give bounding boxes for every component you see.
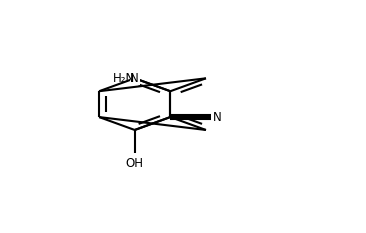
Text: N: N	[213, 111, 222, 123]
Text: N: N	[130, 72, 139, 85]
Text: OH: OH	[126, 157, 144, 170]
Text: H₂N: H₂N	[112, 72, 135, 86]
